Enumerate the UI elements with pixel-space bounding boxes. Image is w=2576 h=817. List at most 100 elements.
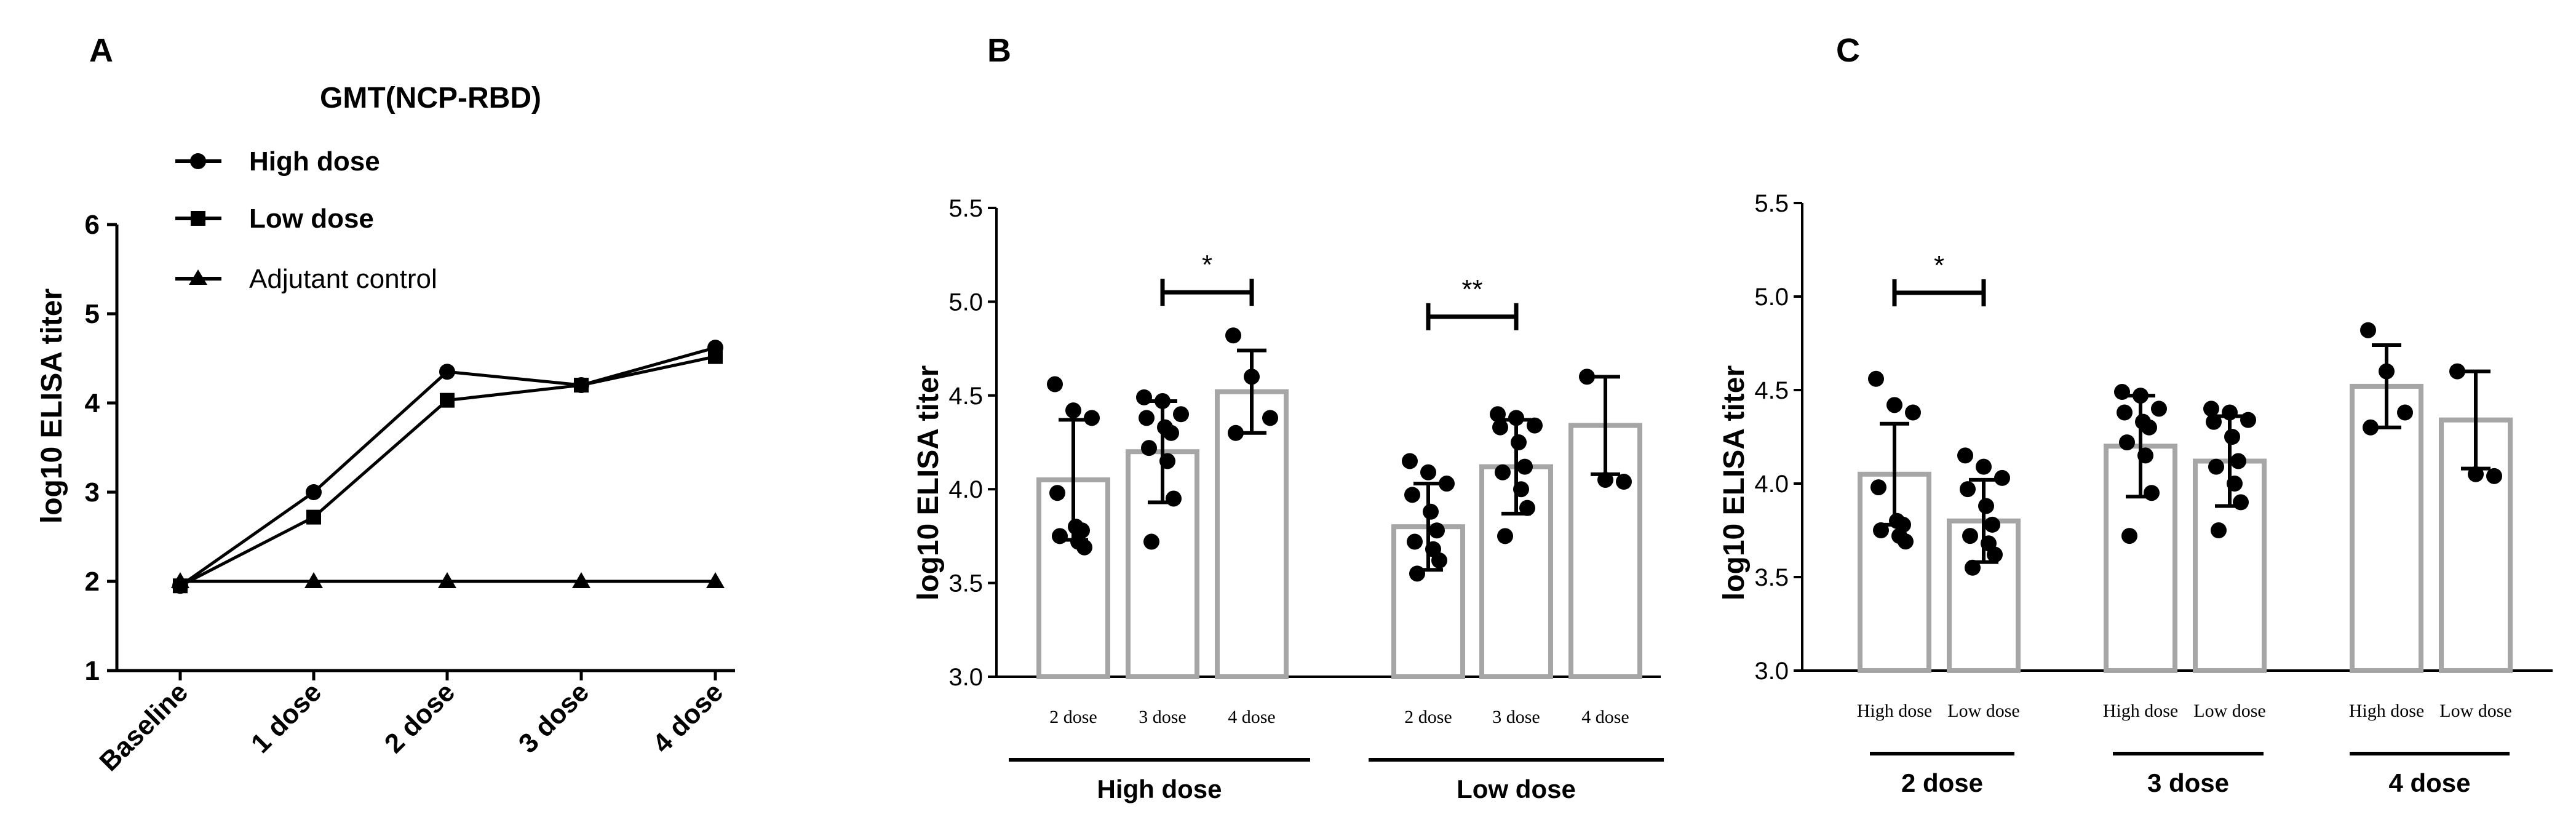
data-point	[1492, 419, 1508, 436]
data-point	[1497, 528, 1513, 544]
series-low-dose	[173, 349, 723, 594]
y-tick-label: 3.5	[1754, 564, 1789, 591]
bar-group	[1947, 447, 2021, 673]
data-point	[1166, 490, 1182, 507]
bar-group	[1858, 370, 1931, 673]
data-point	[2360, 322, 2376, 338]
data-point	[1957, 447, 1973, 464]
x-tick-label: 2 dose	[1049, 707, 1097, 727]
bar-group	[2350, 322, 2423, 673]
data-point	[1439, 476, 1455, 492]
panel-letter-a: A	[89, 32, 113, 69]
data-point-circle	[439, 364, 455, 380]
y-tick-label: 4	[85, 388, 100, 418]
data-point	[1962, 528, 1978, 544]
data-point	[1511, 434, 1527, 450]
bar-group	[1568, 369, 1642, 679]
data-point	[1987, 546, 2003, 563]
series-line	[179, 346, 716, 588]
x-tick-label: 4 dose	[1228, 707, 1276, 727]
data-point	[2449, 363, 2465, 380]
data-point	[1984, 516, 2000, 533]
data-point	[1163, 424, 1179, 441]
data-point	[1868, 370, 1884, 387]
x-tick-label: 3 dose	[1492, 707, 1540, 727]
y-tick-label: 3.5	[948, 570, 983, 597]
legend-adjutant-control: Adjutant control	[175, 264, 437, 294]
data-point-square	[440, 393, 455, 408]
data-point	[1404, 487, 1420, 503]
x-tick-label: 2 dose	[1404, 707, 1452, 727]
data-point	[1139, 410, 1155, 426]
data-point	[2117, 404, 2133, 421]
bar-group	[1391, 453, 1465, 679]
y-tick-label: 3.0	[1754, 658, 1789, 685]
data-point	[1262, 410, 1278, 426]
data-point	[1517, 458, 1533, 475]
y-tick-label: 4.5	[1754, 377, 1789, 404]
data-point	[1429, 522, 1445, 539]
data-point	[1898, 533, 1914, 550]
x-tick-label: 2 dose	[379, 677, 461, 759]
data-point	[2233, 494, 2249, 511]
significance-label: *	[1934, 250, 1944, 281]
data-point-triangle	[171, 572, 189, 588]
data-point	[1870, 479, 1886, 496]
data-point-triangle	[304, 572, 323, 588]
data-point	[1905, 404, 1921, 421]
data-point-square	[574, 378, 589, 393]
series-high-dose	[172, 340, 723, 594]
chart-b-plot: 3.0 3.5 4.0 4.5 5.0 5.5 2 dose 3 dose 4 dose 2 do…	[948, 195, 1664, 803]
data-point	[1141, 440, 1157, 456]
data-point	[2363, 419, 2379, 436]
data-point	[1076, 539, 1092, 556]
data-point	[1976, 458, 1992, 475]
group-label: 3 dose	[2147, 768, 2229, 797]
data-point	[2486, 468, 2502, 484]
chart-c-ylabel: log10 ELISA titer	[1718, 365, 1751, 600]
data-point	[1616, 474, 1632, 490]
y-tick-label: 4.5	[948, 383, 983, 410]
significance-bracket: **	[1426, 274, 1519, 330]
x-tick-label: High dose	[2103, 701, 2179, 721]
data-point	[1225, 327, 1241, 344]
data-point	[2119, 434, 2135, 451]
data-point	[2397, 404, 2413, 421]
data-point	[1508, 410, 1524, 426]
x-tick-label: 4 dose	[1581, 707, 1629, 727]
y-tick-label: 5	[85, 299, 100, 329]
data-point	[1084, 410, 1100, 426]
legend-high-dose: High dose	[175, 146, 380, 177]
chart-a-title: GMT(NCP-RBD)	[320, 82, 541, 114]
data-point	[2208, 458, 2224, 475]
y-tick-label: 5.0	[1754, 284, 1789, 311]
panel-letter-b: B	[987, 32, 1011, 69]
data-point	[2224, 429, 2240, 445]
data-point	[1431, 552, 1447, 569]
y-tick-label: 1	[85, 656, 100, 686]
data-point	[1420, 464, 1436, 480]
y-tick-label: 5.5	[948, 195, 983, 222]
series-line	[179, 355, 716, 588]
data-point	[1978, 498, 1994, 514]
data-point	[1402, 453, 1418, 469]
data-point	[2230, 453, 2246, 469]
data-point	[1143, 533, 1159, 550]
x-tick-label: 4 dose	[647, 677, 729, 759]
data-point	[2240, 412, 2256, 428]
chart-a-ylabel: log10 ELISA titer	[36, 289, 68, 524]
y-tick-label: 6	[85, 210, 100, 240]
bar-group	[2193, 401, 2267, 674]
significance-label: **	[1461, 274, 1482, 305]
y-tick-label: 2	[85, 567, 100, 597]
legend-low-dose-label: Low dose	[249, 204, 374, 234]
data-point	[1409, 565, 1425, 582]
legend-high-dose-label: High dose	[249, 146, 380, 177]
chart-b-ylabel: log10 ELISA titer	[912, 365, 945, 600]
data-point	[2121, 528, 2137, 544]
data-point	[2211, 522, 2227, 538]
y-tick-label: 3.0	[948, 664, 983, 691]
data-point-circle	[306, 484, 322, 500]
significance-bracket: *	[1160, 250, 1254, 306]
